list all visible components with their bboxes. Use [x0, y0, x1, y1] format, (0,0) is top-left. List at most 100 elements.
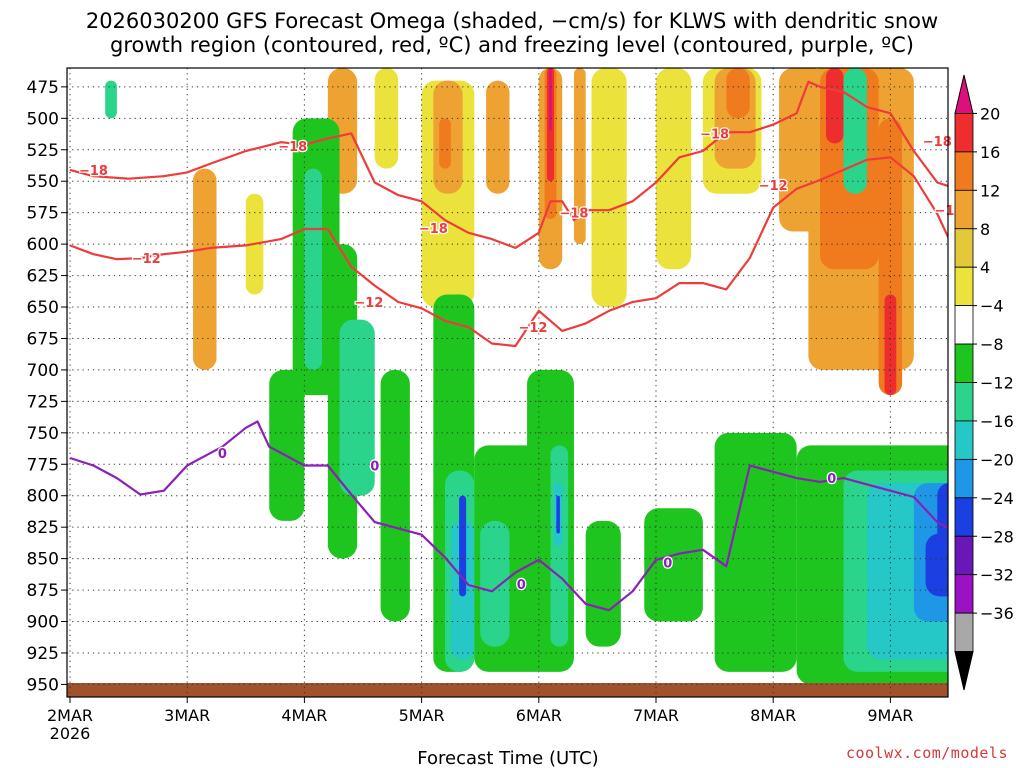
- x-tick-label-6MAR: 6MAR: [516, 706, 562, 725]
- colorbar-label-7: −12: [980, 374, 1014, 393]
- omega-cell-13: [591, 68, 627, 308]
- x-axis-title: Forecast Time (UTC): [417, 748, 598, 768]
- colorbar-label-8: −16: [980, 412, 1014, 431]
- colorbar-label-4: 4: [980, 258, 990, 277]
- contour-label-7: −12: [354, 296, 383, 311]
- colorbar-label-9: −20: [980, 450, 1014, 469]
- omega-cell-14: [656, 68, 692, 270]
- y-tick-label-600: 600: [27, 235, 59, 255]
- colorbar-swatch-6: [954, 305, 974, 345]
- y-tick-label-825: 825: [27, 518, 59, 538]
- colorbar-swatch-13: [954, 574, 974, 614]
- omega-cell-11: [549, 68, 552, 131]
- x-tick-label-9MAR: 9MAR: [867, 706, 913, 725]
- colorbar-label-10: −24: [980, 489, 1014, 508]
- y-tick-label-775: 775: [27, 455, 59, 475]
- colorbar-swatch-10: [954, 458, 974, 499]
- y-tick-label-925: 925: [27, 644, 59, 664]
- colorbar-swatch-3: [954, 189, 974, 230]
- terrain-ground: [67, 683, 948, 697]
- colorbar-label-0: 20: [980, 104, 1000, 123]
- colorbar-swatch-9: [954, 420, 974, 460]
- omega-cell-6: [439, 118, 451, 169]
- contour-label-3: −18: [559, 207, 588, 222]
- x-tick-label-2MAR: 2MAR: [47, 706, 93, 725]
- y-tick-label-525: 525: [27, 141, 59, 161]
- y-tick-label-475: 475: [27, 78, 59, 98]
- omega-cell-30: [339, 319, 375, 496]
- omega-cell-39: [550, 445, 569, 647]
- y-tick-label-800: 800: [27, 487, 59, 507]
- y-tick-label-725: 725: [27, 392, 59, 412]
- colorbar-label-3: 8: [980, 220, 990, 239]
- contour-lines: [69, 80, 948, 612]
- colorbar-label-1: 16: [980, 143, 1000, 162]
- y-tick-label-650: 650: [27, 298, 59, 318]
- contour-label-2: −18: [419, 222, 448, 237]
- omega-cell-0: [193, 168, 217, 370]
- colorbar: 20 16 12 8 4 −4 −8 −12 −16 −20 −24 −28 −32 −36: [954, 74, 1014, 691]
- omega-cell-7: [486, 80, 510, 194]
- omega-cell-37: [480, 520, 510, 647]
- contour-label-11: 0: [218, 447, 227, 462]
- y-tick-label-550: 550: [27, 172, 59, 192]
- omega-cell-28: [304, 168, 322, 370]
- colorbar-label-11: −28: [980, 527, 1014, 546]
- contour-label-1: −18: [278, 140, 307, 155]
- contour-label-15: 0: [827, 472, 836, 487]
- omega-cell-56: [974, 282, 978, 320]
- contour-label-12: 0: [370, 460, 379, 475]
- y-tick-label-850: 850: [27, 550, 59, 570]
- contour-freezing_level: [69, 420, 948, 612]
- contour-label-6: −12: [132, 252, 161, 267]
- colorbar-swatch-4: [954, 228, 974, 268]
- y-tick-label-700: 700: [27, 361, 59, 381]
- colorbar-swatch-14: [954, 612, 974, 652]
- omega-cell-50: [937, 483, 948, 572]
- x-tick-label-8MAR: 8MAR: [750, 706, 796, 725]
- x-tick-label-5MAR: 5MAR: [399, 706, 445, 725]
- contour-label-9: −12: [759, 179, 788, 194]
- y-tick-label-900: 900: [27, 613, 59, 633]
- omega-cell-17: [726, 68, 750, 119]
- contour-snow_minus18: [69, 80, 948, 249]
- omega-cell-43: [644, 508, 703, 622]
- omega-cell-42: [585, 520, 621, 647]
- x-axis: 2MAR 3MAR 4MAR 5MAR 6MAR 7MAR 8MAR 9MAR 2026: [47, 697, 913, 743]
- colorbar-label-12: −32: [980, 566, 1014, 585]
- colorbar-label-2: 12: [980, 181, 1000, 200]
- colorbar-swatch-15: [954, 651, 974, 691]
- colorbar-swatch-12: [954, 535, 974, 576]
- chart-title-line1: 2026030200 GFS Forecast Omega (shaded, −…: [85, 9, 939, 33]
- colorbar-label-5: −4: [980, 297, 1004, 316]
- colorbar-swatch-2: [954, 151, 974, 191]
- contour-label-0: −18: [79, 164, 108, 179]
- omega-cell-12: [573, 68, 586, 245]
- colorbar-swatch-0: [954, 74, 974, 114]
- omega-cell-35: [459, 495, 467, 597]
- colorbar-swatch-7: [954, 343, 974, 383]
- y-tick-label-500: 500: [27, 109, 59, 129]
- colorbar-label-13: −36: [980, 604, 1014, 623]
- x-tick-label-4MAR: 4MAR: [281, 706, 327, 725]
- plot-frame: [66, 67, 949, 698]
- y-tick-label-675: 675: [27, 329, 59, 349]
- omega-cell-26: [269, 369, 305, 521]
- y-tick-label-950: 950: [27, 675, 59, 695]
- omega-cell-41: [556, 495, 560, 534]
- chart-title-line2: growth region (contoured, red, ºC) and f…: [110, 33, 914, 57]
- colorbar-swatch-1: [954, 113, 974, 153]
- y-axis: 475 500 525 550 575 600 625 650 675 700 725 750 775 8…: [27, 78, 67, 695]
- x-tick-label-3MAR: 3MAR: [164, 706, 210, 725]
- omega-cell-44: [714, 432, 797, 672]
- colorbar-swatch-5: [954, 266, 974, 307]
- omega-cell-25: [105, 80, 117, 119]
- x-tick-label-7MAR: 7MAR: [633, 706, 679, 725]
- colorbar-swatch-11: [954, 497, 974, 537]
- y-tick-label-875: 875: [27, 581, 59, 601]
- contour-label-8: −12: [518, 321, 547, 336]
- contour-label-5: −18: [923, 135, 952, 150]
- colorbar-label-6: −8: [980, 335, 1004, 354]
